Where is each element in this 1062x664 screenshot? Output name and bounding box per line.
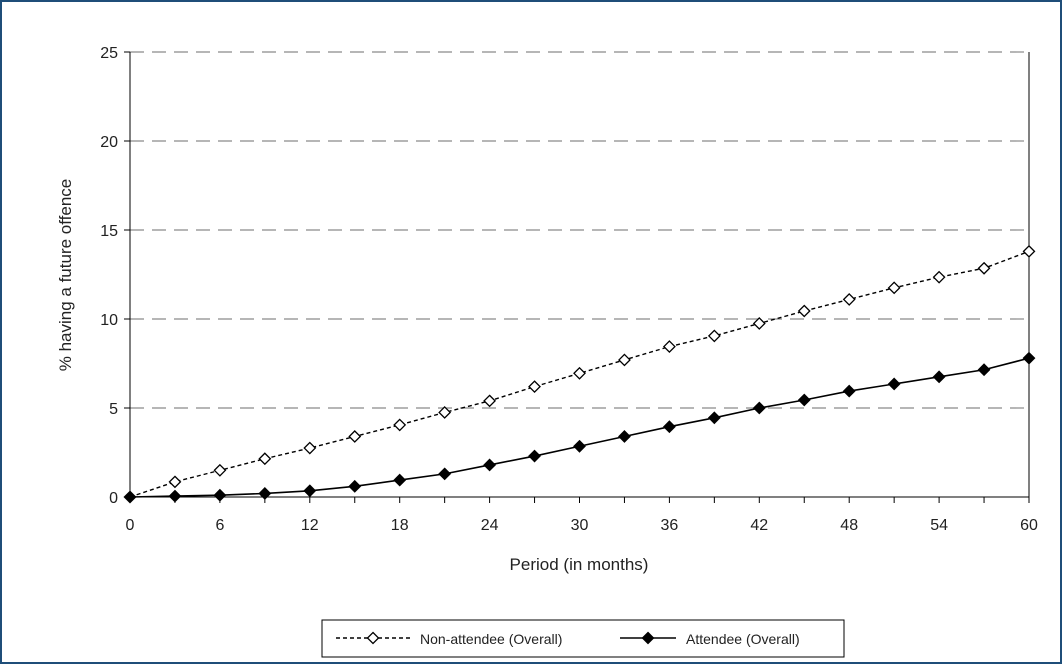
marker-attendee-9 xyxy=(258,487,272,500)
marker-non-attendee-9 xyxy=(258,452,272,466)
marker-attendee-21 xyxy=(438,467,452,481)
x-axis-title: Period (in months) xyxy=(510,555,649,574)
y-axis-title: % having a future offence xyxy=(56,179,75,372)
legend: Non-attendee (Overall) Attendee (Overall… xyxy=(321,619,845,658)
y-tick-label-20: 20 xyxy=(100,134,118,151)
marker-attendee-15 xyxy=(348,479,362,493)
y-tick-label-15: 15 xyxy=(100,223,118,240)
x-tick-label-0: 0 xyxy=(126,517,135,534)
x-tick-label-24: 24 xyxy=(481,517,499,534)
marker-attendee-36 xyxy=(662,420,676,434)
x-tick-label-42: 42 xyxy=(750,517,768,534)
marker-non-attendee-24 xyxy=(483,394,497,408)
axes xyxy=(124,51,1030,503)
marker-attendee-51 xyxy=(887,377,901,391)
marker-attendee-60 xyxy=(1022,351,1036,365)
marker-attendee-48 xyxy=(842,384,856,398)
marker-attendee-54 xyxy=(932,370,946,384)
marker-attendee-57 xyxy=(977,363,991,377)
marker-non-attendee-15 xyxy=(348,430,362,443)
marker-non-attendee-12 xyxy=(303,441,317,455)
x-tick-label-36: 36 xyxy=(661,517,679,534)
marker-non-attendee-42 xyxy=(752,317,766,330)
marker-attendee-42 xyxy=(752,401,766,415)
y-tick-label-10: 10 xyxy=(100,312,118,329)
legend-marker-attendee xyxy=(641,631,655,645)
marker-non-attendee-3 xyxy=(168,475,182,489)
marker-attendee-27 xyxy=(528,449,541,463)
x-tick-label-6: 6 xyxy=(215,517,224,534)
marker-attendee-12 xyxy=(303,484,317,498)
y-tick-label-5: 5 xyxy=(109,401,118,418)
marker-attendee-39 xyxy=(707,411,721,425)
series-markers xyxy=(123,244,1036,504)
marker-non-attendee-57 xyxy=(977,261,991,275)
y-tick-label-25: 25 xyxy=(100,45,118,62)
marker-non-attendee-60 xyxy=(1022,244,1036,258)
y-tick-labels: 0 5 10 15 20 25 xyxy=(100,45,118,507)
marker-attendee-0 xyxy=(123,490,137,504)
marker-non-attendee-48 xyxy=(842,293,856,306)
marker-non-attendee-18 xyxy=(393,418,407,432)
marker-non-attendee-36 xyxy=(662,340,676,354)
legend-marker-non-attendee xyxy=(366,631,380,645)
x-tick-label-12: 12 xyxy=(301,517,319,534)
marker-non-attendee-39 xyxy=(707,329,721,343)
marker-attendee-33 xyxy=(618,430,631,443)
marker-attendee-24 xyxy=(483,458,497,472)
marker-non-attendee-51 xyxy=(887,281,901,295)
gridlines xyxy=(130,51,1029,409)
marker-non-attendee-21 xyxy=(438,406,452,419)
x-tick-label-48: 48 xyxy=(840,517,858,534)
marker-attendee-30 xyxy=(573,439,586,453)
marker-non-attendee-27 xyxy=(528,380,541,394)
x-tick-label-30: 30 xyxy=(571,517,589,534)
legend-label-non-attendee: Non-attendee (Overall) xyxy=(420,631,562,647)
x-tick-labels: 0 6 12 18 24 30 36 42 48 54 60 xyxy=(126,517,1038,534)
marker-non-attendee-45 xyxy=(797,304,811,318)
x-tick-label-18: 18 xyxy=(391,517,409,534)
x-tick-label-60: 60 xyxy=(1020,517,1038,534)
marker-attendee-45 xyxy=(797,393,811,407)
marker-non-attendee-54 xyxy=(932,270,946,284)
x-tick-label-54: 54 xyxy=(930,517,948,534)
marker-non-attendee-6 xyxy=(213,463,227,477)
marker-non-attendee-30 xyxy=(573,366,586,380)
marker-non-attendee-33 xyxy=(618,353,631,367)
y-tick-label-0: 0 xyxy=(109,490,118,507)
legend-label-attendee: Attendee (Overall) xyxy=(686,631,800,647)
marker-attendee-3 xyxy=(168,489,182,503)
marker-attendee-6 xyxy=(213,488,227,502)
series-line-non-attendee xyxy=(129,250,1030,498)
marker-attendee-18 xyxy=(393,473,407,487)
